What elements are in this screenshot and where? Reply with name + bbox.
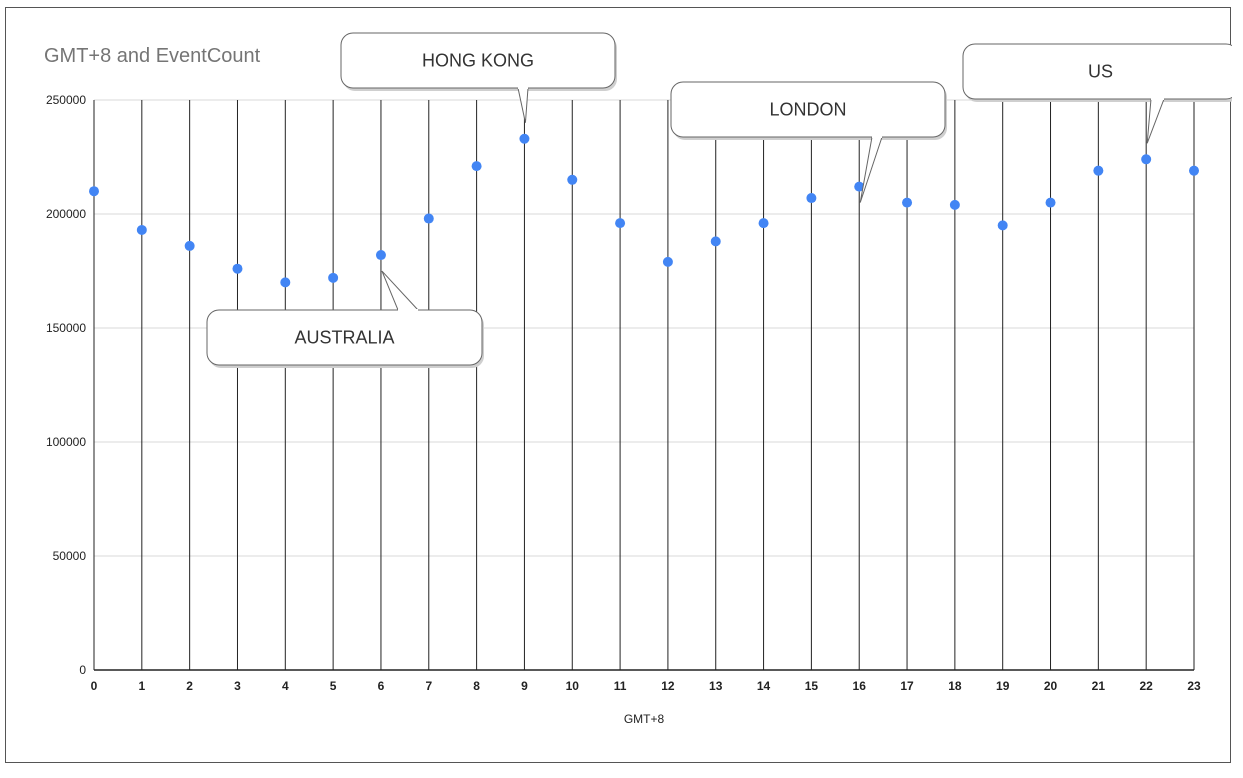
x-tick-label: 9 xyxy=(521,679,528,693)
callout-pointer xyxy=(517,87,529,123)
x-tick-label: 19 xyxy=(996,679,1010,693)
x-tick-label: 15 xyxy=(805,679,819,693)
callout-box xyxy=(670,81,946,138)
callout-pointer xyxy=(859,136,883,203)
callout-box xyxy=(962,43,1232,100)
data-point xyxy=(758,218,769,229)
callout-pointer xyxy=(381,270,420,311)
data-point xyxy=(280,277,291,288)
x-tick-label: 2 xyxy=(186,679,193,693)
callouts: HONG KONG AUSTRALIA LONDON US xyxy=(206,32,1232,368)
data-point xyxy=(232,263,243,274)
y-axis-ticks: 0 50000 100000 150000 200000 250000 xyxy=(46,93,86,677)
x-tick-label: 4 xyxy=(282,679,289,693)
x-axis-ticks: 0 1 2 3 4 5 6 7 8 9 10 11 12 13 14 15 16 17 18 19 20 21 22 23 xyxy=(91,679,1201,693)
callout-us: US xyxy=(962,43,1232,144)
data-point xyxy=(1045,197,1056,208)
data-point xyxy=(949,199,960,210)
x-tick-label: 1 xyxy=(138,679,145,693)
chart-title: GMT+8 and EventCount xyxy=(44,45,261,67)
callout-london: LONDON xyxy=(670,81,947,203)
y-tick-label: 50000 xyxy=(53,549,87,563)
callout-pointer xyxy=(1146,98,1165,144)
x-tick-label: 10 xyxy=(566,679,580,693)
data-point xyxy=(710,236,721,247)
vertical-grid xyxy=(93,100,1195,670)
data-point xyxy=(328,272,339,283)
y-tick-label: 250000 xyxy=(46,93,86,107)
x-tick-label: 0 xyxy=(91,679,98,693)
x-tick-label: 13 xyxy=(709,679,723,693)
x-tick-label: 14 xyxy=(757,679,771,693)
data-point xyxy=(184,240,195,251)
x-tick-label: 11 xyxy=(614,679,627,693)
callout-australia: AUSTRALIA xyxy=(206,270,484,368)
callout-label: AUSTRALIA xyxy=(294,328,394,348)
x-tick-label: 18 xyxy=(948,679,962,693)
data-point xyxy=(902,197,913,208)
x-tick-label: 5 xyxy=(330,679,337,693)
data-point xyxy=(375,250,386,261)
x-tick-label: 23 xyxy=(1187,679,1201,693)
data-point xyxy=(1189,165,1199,176)
callout-box xyxy=(340,32,616,89)
y-tick-label: 150000 xyxy=(46,321,86,335)
x-tick-label: 17 xyxy=(900,679,914,693)
x-tick-label: 16 xyxy=(853,679,867,693)
callout-label: US xyxy=(1088,62,1113,82)
data-point xyxy=(997,220,1008,231)
x-axis-label: GMT+8 xyxy=(624,712,665,726)
x-tick-label: 3 xyxy=(234,679,241,693)
callout-hong-kong: HONG KONG xyxy=(340,32,617,123)
x-tick-label: 6 xyxy=(378,679,385,693)
x-tick-label: 12 xyxy=(661,679,675,693)
data-point xyxy=(471,161,482,172)
y-tick-label: 0 xyxy=(79,663,86,677)
data-point xyxy=(567,174,578,185)
data-point xyxy=(519,133,530,144)
callout-box xyxy=(206,309,483,366)
callout-label: HONG KONG xyxy=(422,51,534,71)
data-point xyxy=(136,224,147,235)
data-point xyxy=(662,256,673,267)
x-tick-label: 7 xyxy=(425,679,432,693)
data-point xyxy=(615,218,626,229)
data-point xyxy=(854,181,865,192)
x-tick-label: 20 xyxy=(1044,679,1058,693)
data-point xyxy=(1141,154,1152,165)
data-point xyxy=(806,193,817,204)
callout-label: LONDON xyxy=(769,100,846,120)
data-point xyxy=(423,213,434,224)
y-tick-label: 100000 xyxy=(46,435,86,449)
x-tick-label: 22 xyxy=(1139,679,1153,693)
data-point xyxy=(1093,165,1104,176)
data-points xyxy=(89,133,1199,288)
x-tick-label: 8 xyxy=(473,679,480,693)
data-point xyxy=(89,186,99,197)
x-tick-label: 21 xyxy=(1092,679,1106,693)
y-tick-label: 200000 xyxy=(46,207,86,221)
